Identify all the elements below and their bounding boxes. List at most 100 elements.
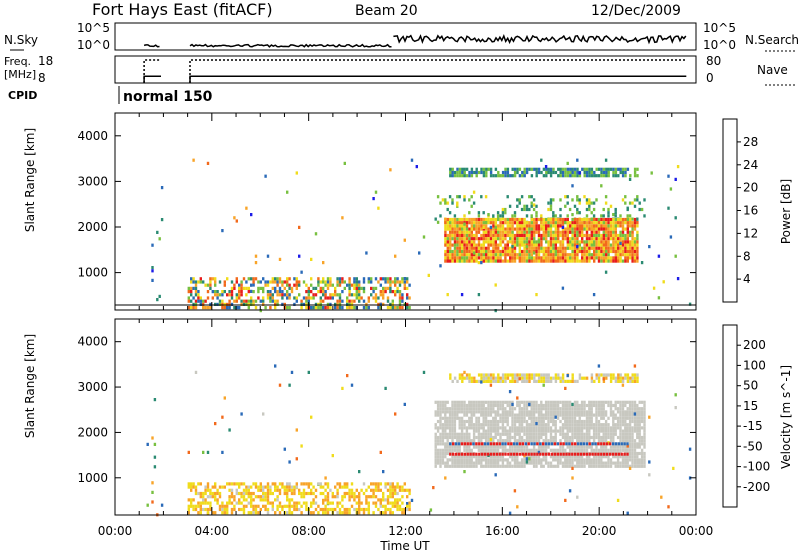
data-cell bbox=[477, 429, 481, 433]
data-cell bbox=[336, 299, 339, 303]
data-cell bbox=[223, 507, 226, 512]
data-cell bbox=[453, 407, 457, 411]
data-cell bbox=[465, 237, 469, 241]
data-cell bbox=[446, 259, 449, 263]
data-cell bbox=[525, 207, 529, 212]
data-cell bbox=[501, 217, 505, 221]
data-cell bbox=[252, 283, 255, 287]
data-cell bbox=[247, 491, 250, 496]
data-cell bbox=[439, 403, 442, 408]
data-cell bbox=[545, 256, 548, 260]
data-cell bbox=[401, 488, 404, 492]
data-cell bbox=[609, 217, 613, 222]
data-cell bbox=[290, 491, 294, 496]
data-cell bbox=[602, 243, 605, 247]
data-cell bbox=[557, 237, 560, 241]
data-cell bbox=[542, 225, 545, 229]
data-cell bbox=[640, 426, 644, 430]
nsearch-tick-bottom: 10^0 bbox=[703, 38, 736, 52]
data-cell bbox=[317, 290, 320, 294]
data-cell bbox=[441, 429, 445, 433]
data-cell bbox=[475, 170, 478, 175]
data-cell bbox=[389, 283, 392, 287]
data-cell bbox=[638, 407, 641, 411]
data-cell bbox=[504, 458, 507, 462]
data-cell bbox=[564, 246, 567, 250]
data-cell bbox=[626, 217, 629, 222]
data-cell bbox=[501, 240, 505, 244]
data-cell bbox=[472, 190, 476, 194]
data-cell bbox=[619, 256, 622, 260]
data-cell bbox=[326, 302, 330, 306]
data-cell bbox=[511, 455, 514, 459]
data-cell bbox=[525, 413, 529, 417]
data-cell bbox=[494, 376, 498, 380]
data-cell bbox=[566, 445, 569, 449]
data-cell bbox=[451, 423, 454, 427]
data-cell bbox=[535, 416, 538, 420]
power-colorbar-label: Power [dB] bbox=[779, 179, 793, 244]
data-cell bbox=[633, 451, 637, 456]
velocity-band-cell bbox=[556, 442, 559, 446]
data-cell bbox=[552, 233, 555, 238]
data-cell bbox=[578, 403, 581, 408]
data-cell bbox=[501, 230, 505, 234]
data-cell bbox=[573, 413, 577, 417]
data-cell bbox=[580, 413, 584, 417]
data-cell bbox=[396, 485, 399, 489]
data-cell bbox=[501, 413, 505, 417]
data-cell bbox=[367, 507, 370, 512]
data-cell bbox=[513, 413, 517, 417]
data-cell bbox=[602, 170, 606, 175]
data-cell bbox=[506, 221, 509, 225]
data-cell bbox=[372, 495, 375, 499]
data-cell bbox=[595, 455, 598, 459]
data-cell bbox=[528, 455, 531, 459]
data-cell bbox=[463, 464, 466, 468]
data-cell bbox=[612, 435, 615, 440]
velocity-band-cell bbox=[501, 442, 504, 446]
data-cell bbox=[250, 296, 253, 300]
data-cell bbox=[578, 227, 581, 231]
data-cell bbox=[499, 435, 502, 440]
data-cell bbox=[626, 407, 629, 411]
data-cell bbox=[235, 277, 238, 281]
data-cell bbox=[590, 461, 593, 465]
data-cell bbox=[533, 379, 536, 383]
data-cell bbox=[576, 407, 579, 411]
data-cell bbox=[545, 379, 548, 383]
data-cell bbox=[348, 498, 351, 502]
velocity-band-cell bbox=[527, 452, 530, 456]
data-cell bbox=[520, 407, 524, 411]
data-cell bbox=[631, 426, 634, 430]
data-cell bbox=[499, 439, 502, 443]
data-cell bbox=[554, 376, 558, 380]
data-cell bbox=[465, 249, 469, 254]
data-cell bbox=[451, 221, 454, 225]
data-cell bbox=[250, 501, 253, 505]
data-cell bbox=[252, 277, 255, 281]
data-cell bbox=[499, 416, 502, 420]
data-cell bbox=[518, 461, 521, 465]
data-cell bbox=[458, 400, 461, 404]
data-cell bbox=[631, 259, 634, 263]
velocity-band-cell bbox=[539, 442, 542, 446]
data-cell bbox=[355, 495, 358, 499]
data-cell bbox=[463, 376, 466, 380]
data-cell bbox=[288, 460, 291, 464]
data-cell bbox=[511, 249, 514, 254]
data-cell bbox=[506, 373, 510, 377]
data-cell bbox=[501, 400, 505, 404]
data-cell bbox=[616, 426, 620, 430]
data-cell bbox=[468, 211, 471, 215]
data-cell bbox=[463, 214, 466, 218]
data-cell bbox=[293, 296, 296, 300]
data-cell bbox=[518, 445, 521, 449]
data-cell bbox=[631, 410, 634, 414]
data-cell bbox=[540, 464, 543, 468]
data-cell bbox=[456, 237, 459, 241]
data-cell bbox=[295, 277, 298, 281]
data-cell bbox=[367, 511, 370, 515]
data-cell bbox=[458, 253, 461, 257]
